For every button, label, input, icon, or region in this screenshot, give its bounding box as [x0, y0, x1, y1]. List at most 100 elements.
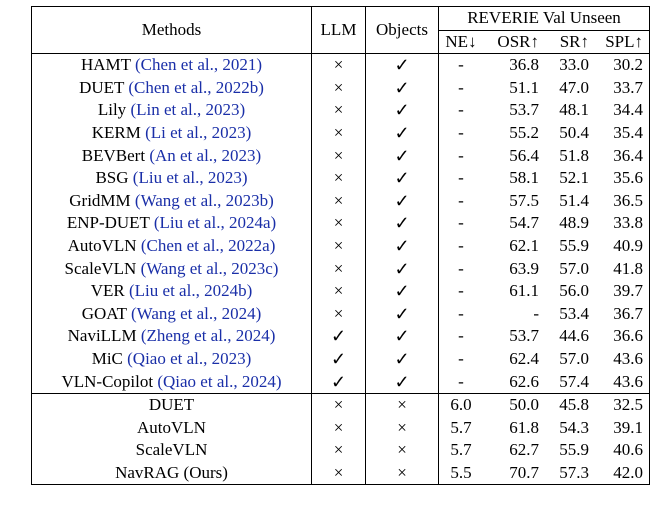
method-citation[interactable]: (Li et al., 2023) [145, 122, 252, 142]
method-cell: MiC (Qiao et al., 2023) [31, 347, 312, 371]
sr-value: 57.3 [545, 461, 595, 486]
osr-value: 63.9 [509, 258, 539, 278]
sr-value: 54.3 [559, 417, 589, 437]
osr-value: - [533, 303, 539, 323]
results-table: Methods LLM Objects REVERIE Val Unseen N… [31, 5, 650, 486]
table-row: ScaleVLN (Wang et al., 2023c) × ✓ -63.9 57.0… [31, 257, 650, 281]
spl-value: 30.2 [595, 53, 650, 77]
method-citation[interactable]: (Wang et al., 2023b) [134, 190, 274, 210]
llm-cell: × [311, 76, 366, 100]
osr-value: 55.2 [509, 122, 539, 142]
table-body-baselines: HAMT (Chen et al., 2021) × ✓ -36.8 33.0 30.2 D… [31, 53, 650, 394]
ne-value: - [458, 281, 464, 301]
header-metric-spl: SPL↑ [595, 30, 650, 54]
osr-value: 53.7 [509, 326, 539, 346]
ne-value: - [458, 168, 464, 188]
objects-cell: ✓ [365, 53, 439, 77]
method-name: MiC [91, 348, 123, 368]
table-row: BEVBert (An et al., 2023) × ✓ -56.4 51.8 36.4 [31, 144, 650, 168]
method-citation[interactable]: (Liu et al., 2024b) [129, 281, 253, 301]
method-cell: GridMM (Wang et al., 2023b) [31, 189, 312, 213]
method-name: NaviLLM [67, 326, 137, 346]
table-row: ScaleVLN × × 5.7 62.7 55.9 40.6 [31, 439, 650, 462]
osr-value: 61.8 [509, 417, 539, 437]
method-citation[interactable]: (Wang et al., 2023c) [140, 258, 279, 278]
method-citation[interactable]: (Qiao et al., 2023) [127, 348, 252, 368]
table-row: AutoVLN (Chen et al., 2022a) × ✓ -62.1 55.9 4… [31, 234, 650, 258]
table-body-navrag: DUET × × 6.0 50.0 45.8 32.5 AutoVLN × × 5.7 61.8 54.… [31, 393, 650, 486]
spl-value: 42.0 [595, 461, 650, 486]
objects-cell: ✓ [365, 325, 439, 348]
spl-value: 43.6 [595, 347, 650, 371]
sr-value: 53.4 [559, 303, 589, 323]
table-row: ENP-DUET (Liu et al., 2024a) × ✓ -54.7 48.9 3… [31, 212, 650, 235]
method-cell: DUET (Chen et al., 2022b) [31, 76, 312, 100]
sr-value: 51.8 [559, 145, 589, 165]
spl-value: 40.9 [595, 234, 650, 258]
method-citation[interactable]: (Zheng et al., 2024) [140, 326, 276, 346]
objects-cell: ✓ [365, 121, 439, 145]
llm-cell: × [311, 302, 366, 326]
spl-value: 33.7 [595, 76, 650, 100]
llm-cell: × [311, 234, 366, 258]
llm-cell: × [311, 439, 366, 462]
sr-value: 47.0 [559, 77, 589, 97]
method-citation[interactable]: (Liu et al., 2023) [132, 168, 248, 188]
ne-value: 5.7 [450, 440, 472, 460]
method-citation[interactable]: (Qiao et al., 2024) [157, 371, 282, 391]
ne-value: - [458, 326, 464, 346]
spl-value: 35.6 [595, 167, 650, 190]
method-citation[interactable]: (Chen et al., 2022a) [140, 235, 276, 255]
objects-cell: × [365, 461, 439, 486]
method-citation[interactable]: (Wang et al., 2024) [130, 303, 262, 323]
method-name: DUET [79, 77, 125, 97]
method-cell: VER (Liu et al., 2024b) [31, 280, 312, 303]
sr-value: 57.0 [559, 258, 589, 278]
osr-value: 51.1 [509, 77, 539, 97]
method-citation[interactable]: (Chen et al., 2021) [135, 55, 262, 75]
method-cell: ScaleVLN [31, 439, 312, 462]
table-row: MiC (Qiao et al., 2023) ✓ ✓ -62.4 57.0 43.6 [31, 347, 650, 371]
osr-value: 53.7 [509, 100, 539, 120]
llm-cell: × [311, 461, 366, 486]
method-name: DUET [148, 395, 195, 415]
llm-cell: ✓ [311, 370, 366, 394]
objects-cell: ✓ [365, 347, 439, 371]
ne-value: - [458, 235, 464, 255]
method-name: KERM [91, 122, 141, 142]
objects-cell: × [365, 439, 439, 462]
header-metric-osr: OSR↑ [497, 31, 539, 51]
objects-cell: ✓ [365, 302, 439, 326]
method-cell: AutoVLN [31, 416, 312, 440]
method-citation[interactable]: (Chen et al., 2022b) [128, 77, 264, 97]
osr-value: 58.1 [509, 168, 539, 188]
osr-value: 36.8 [483, 53, 545, 77]
method-citation[interactable]: (An et al., 2023) [149, 145, 262, 165]
spl-value: 32.5 [595, 393, 650, 417]
method-citation[interactable]: (Liu et al., 2024a) [153, 213, 277, 233]
llm-cell: × [311, 144, 366, 168]
llm-cell: × [311, 121, 366, 145]
llm-cell: ✓ [311, 325, 366, 348]
objects-cell: ✓ [365, 257, 439, 281]
llm-cell: × [311, 257, 366, 281]
ne-value: - [458, 77, 464, 97]
method-citation[interactable]: (Lin et al., 2023) [130, 100, 246, 120]
method-cell: ScaleVLN (Wang et al., 2023c) [31, 257, 312, 281]
method-name: NavRAG (Ours) [115, 462, 228, 482]
objects-cell: ✓ [365, 167, 439, 190]
spl-value: 36.6 [595, 325, 650, 348]
objects-cell: × [365, 393, 439, 417]
ne-value: - [458, 348, 464, 368]
method-name: AutoVLN [67, 235, 137, 255]
llm-cell: × [311, 416, 366, 440]
sr-value: 44.6 [559, 326, 589, 346]
method-cell: AutoVLN (Chen et al., 2022a) [31, 234, 312, 258]
objects-cell: × [365, 416, 439, 440]
spl-value: 33.8 [595, 212, 650, 235]
llm-cell: × [311, 99, 366, 122]
objects-cell: ✓ [365, 370, 439, 394]
ne-value: 5.7 [450, 417, 472, 437]
table-row: BSG (Liu et al., 2023) × ✓ -58.1 52.1 35.6 [31, 167, 650, 190]
